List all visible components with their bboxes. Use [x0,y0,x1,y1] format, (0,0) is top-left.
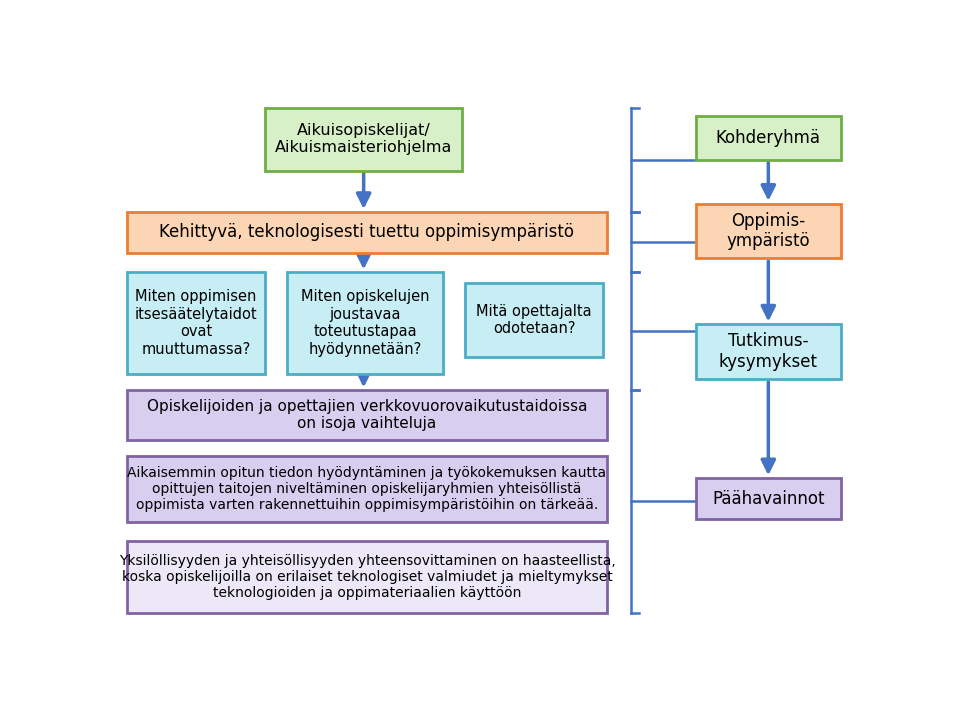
FancyBboxPatch shape [696,116,841,160]
Text: Yksilöllisyyden ja yhteisöllisyyden yhteensovittaminen on haasteellista,
koska o: Yksilöllisyyden ja yhteisöllisyyden yhte… [119,554,616,600]
Text: Mitä opettajalta
odotetaan?: Mitä opettajalta odotetaan? [477,304,592,337]
Text: Oppimis-
ympäristö: Oppimis- ympäristö [727,212,810,250]
FancyBboxPatch shape [128,272,265,374]
FancyBboxPatch shape [265,108,462,170]
FancyBboxPatch shape [128,212,607,253]
FancyBboxPatch shape [128,456,607,522]
Text: Tutkimus-
kysymykset: Tutkimus- kysymykset [719,332,818,371]
FancyBboxPatch shape [128,390,607,440]
Text: Aikuisopiskelijat/
Aikuismaisteriohjelma: Aikuisopiskelijat/ Aikuismaisteriohjelma [274,123,452,155]
Text: Aikaisemmin opitun tiedon hyödyntäminen ja työkokemuksen kautta
opittujen taitoj: Aikaisemmin opitun tiedon hyödyntäminen … [128,466,606,512]
Text: Päähavainnot: Päähavainnot [713,490,825,508]
FancyBboxPatch shape [128,541,607,612]
FancyBboxPatch shape [696,204,841,259]
FancyBboxPatch shape [287,272,443,374]
Text: Kohderyhmä: Kohderyhmä [715,129,821,147]
FancyBboxPatch shape [696,478,841,519]
Text: Miten oppimisen
itsesäätelytaidot
ovat
muuttumassa?: Miten oppimisen itsesäätelytaidot ovat m… [135,289,257,356]
Text: Kehittyvä, teknologisesti tuettu oppimisympäristö: Kehittyvä, teknologisesti tuettu oppimis… [159,223,574,242]
Text: Opiskelijoiden ja opettajien verkkovuorovaikutustaidoissa
on isoja vaihteluja: Opiskelijoiden ja opettajien verkkovuoro… [147,399,587,431]
Text: Miten opiskelujen
joustavaa
toteutustapaa
hyödynnetään?: Miten opiskelujen joustavaa toteutustapa… [301,289,430,356]
FancyBboxPatch shape [696,324,841,379]
FancyBboxPatch shape [465,283,603,357]
